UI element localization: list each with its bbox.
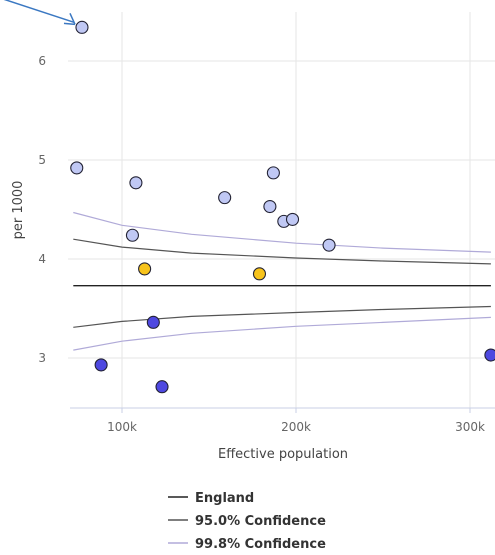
x-axis-ticks: 100k 200k 300k bbox=[107, 408, 485, 434]
y-tick-label-3: 6 bbox=[38, 54, 46, 68]
x-tick-label-2: 300k bbox=[455, 420, 485, 434]
x-tick-label-1: 200k bbox=[281, 420, 311, 434]
highlight-arrow bbox=[3, 0, 76, 26]
y-axis-ticks: 3 4 5 6 bbox=[38, 54, 46, 365]
data-point-higher-0[interactable] bbox=[75, 20, 89, 34]
data-point-lower-14[interactable] bbox=[155, 380, 169, 394]
data-point-higher-8[interactable] bbox=[285, 212, 300, 226]
data-point-lower-12[interactable] bbox=[146, 315, 160, 329]
data-point-lower-13[interactable] bbox=[94, 358, 108, 372]
data-point-higher-9[interactable] bbox=[322, 238, 336, 252]
data-point-higher-6[interactable] bbox=[263, 199, 277, 214]
line-99-8-confidence-4 bbox=[73, 316, 491, 351]
y-tick-label-1: 4 bbox=[38, 252, 46, 266]
highlight-arrow-head bbox=[63, 13, 76, 26]
y-tick-label-2: 5 bbox=[38, 153, 46, 167]
data-point-higher-2[interactable] bbox=[129, 176, 143, 190]
legend-label-2[interactable]: 99.8% Confidence bbox=[195, 537, 326, 552]
data-point-lower-15[interactable] bbox=[484, 348, 495, 362]
y-axis-title: per 1000 bbox=[11, 181, 26, 240]
data-points bbox=[70, 20, 495, 394]
data-point-similar-10[interactable] bbox=[138, 262, 152, 276]
legend[interactable]: England 95.0% Confidence 99.8% Confidence bbox=[168, 491, 326, 552]
line-99-8-confidence-3 bbox=[73, 211, 491, 253]
y-tick-label-0: 3 bbox=[38, 351, 46, 365]
x-axis-title: Effective population bbox=[218, 447, 348, 462]
data-point-higher-4[interactable] bbox=[218, 191, 232, 205]
x-tick-label-0: 100k bbox=[107, 420, 137, 434]
legend-label-0[interactable]: England bbox=[195, 491, 254, 506]
legend-label-1[interactable]: 95.0% Confidence bbox=[195, 514, 326, 529]
data-point-similar-11[interactable] bbox=[252, 267, 267, 281]
line-95-0-confidence-2 bbox=[73, 305, 491, 328]
data-point-higher-3[interactable] bbox=[125, 228, 139, 242]
grid-lines bbox=[68, 12, 495, 408]
data-point-higher-1[interactable] bbox=[70, 161, 84, 175]
highlight-arrow-shaft bbox=[3, 0, 75, 24]
line-95-0-confidence-1 bbox=[73, 238, 491, 265]
data-point-higher-5[interactable] bbox=[266, 166, 280, 180]
confidence-lines bbox=[73, 211, 491, 351]
